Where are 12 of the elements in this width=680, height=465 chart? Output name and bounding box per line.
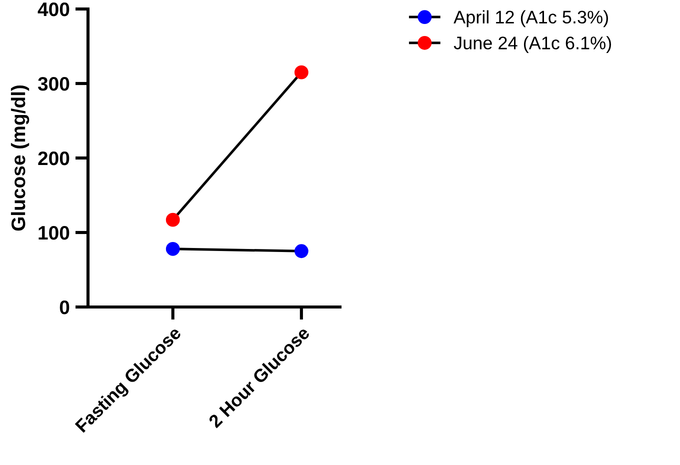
y-axis-title: Glucose (mg/dl) xyxy=(10,86,30,231)
y-tick-label: 300 xyxy=(38,76,70,91)
y-tick-label: 200 xyxy=(38,151,70,166)
legend-label: June 24 (A1c 6.1%) xyxy=(454,36,612,53)
point xyxy=(166,242,180,256)
y-tick-label: 0 xyxy=(60,300,70,314)
y-tick-label: 400 xyxy=(38,2,70,16)
point xyxy=(294,244,308,258)
point xyxy=(166,212,180,227)
legend-label: April 12 (A1c 5.3%) xyxy=(454,10,608,28)
point xyxy=(294,65,308,80)
y-tick-label: 100 xyxy=(38,226,70,240)
